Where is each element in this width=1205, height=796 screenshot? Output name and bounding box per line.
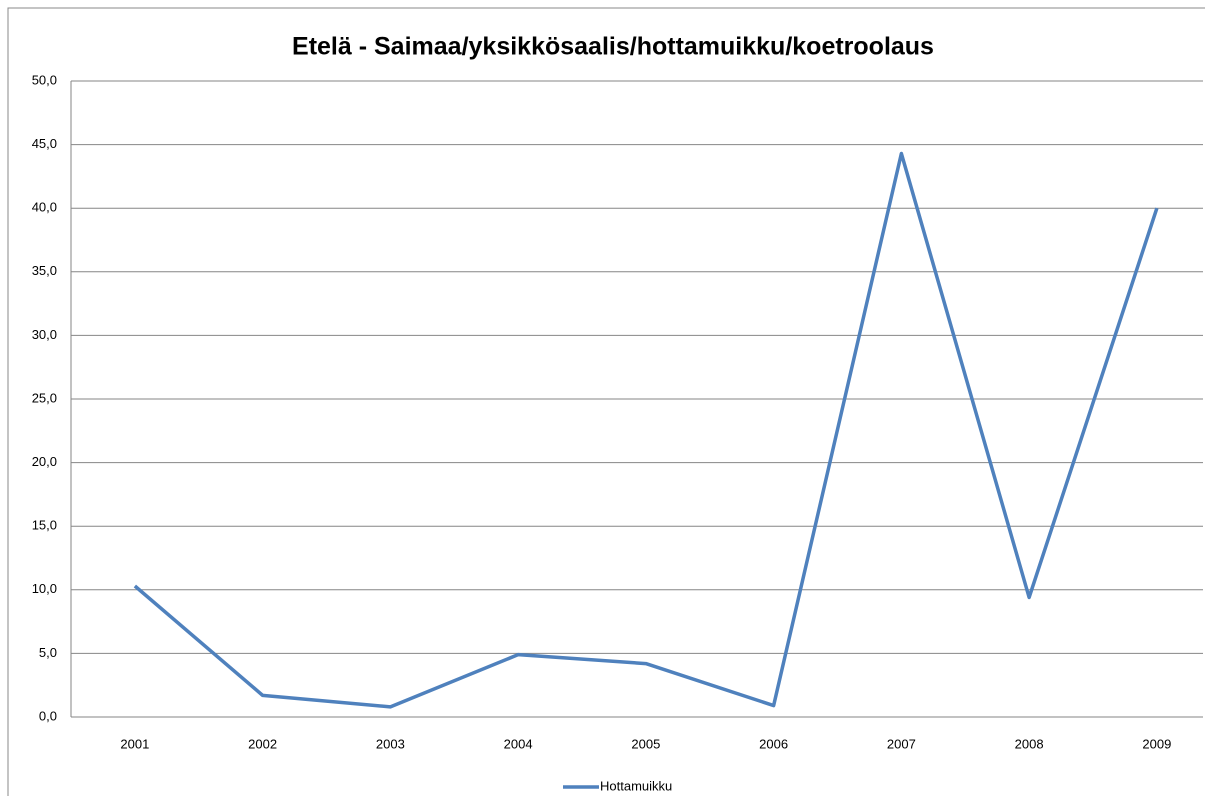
series-line	[133, 151, 1159, 709]
x-tick-label: 2005	[631, 736, 660, 751]
y-tick-label: 25,0	[32, 390, 57, 405]
x-tick-label: 2004	[504, 736, 533, 751]
y-tick-label: 15,0	[32, 518, 57, 533]
x-tick-label: 2009	[1142, 736, 1171, 751]
y-tick-label: 10,0	[32, 581, 57, 596]
y-tick-label: 40,0	[32, 200, 57, 215]
y-tick-label: 0,0	[39, 708, 57, 723]
y-tick-label: 45,0	[32, 136, 57, 151]
y-tick-label: 5,0	[39, 645, 57, 660]
x-tick-label: 2003	[376, 736, 405, 751]
x-tick-label: 2002	[248, 736, 277, 751]
y-tick-label: 35,0	[32, 263, 57, 278]
y-tick-label: 20,0	[32, 454, 57, 469]
y-tick-label: 50,0	[32, 72, 57, 87]
x-tick-label: 2008	[1015, 736, 1044, 751]
chart-title: Etelä - Saimaa/yksikkösaalis/hottamuikku…	[292, 33, 934, 61]
x-tick-label: 2001	[120, 736, 149, 751]
x-tick-label: 2006	[759, 736, 788, 751]
legend-label: Hottamuikku	[600, 778, 672, 793]
x-tick-label: 2007	[887, 736, 916, 751]
chart-frame	[7, 7, 1205, 796]
y-tick-label: 30,0	[32, 327, 57, 342]
